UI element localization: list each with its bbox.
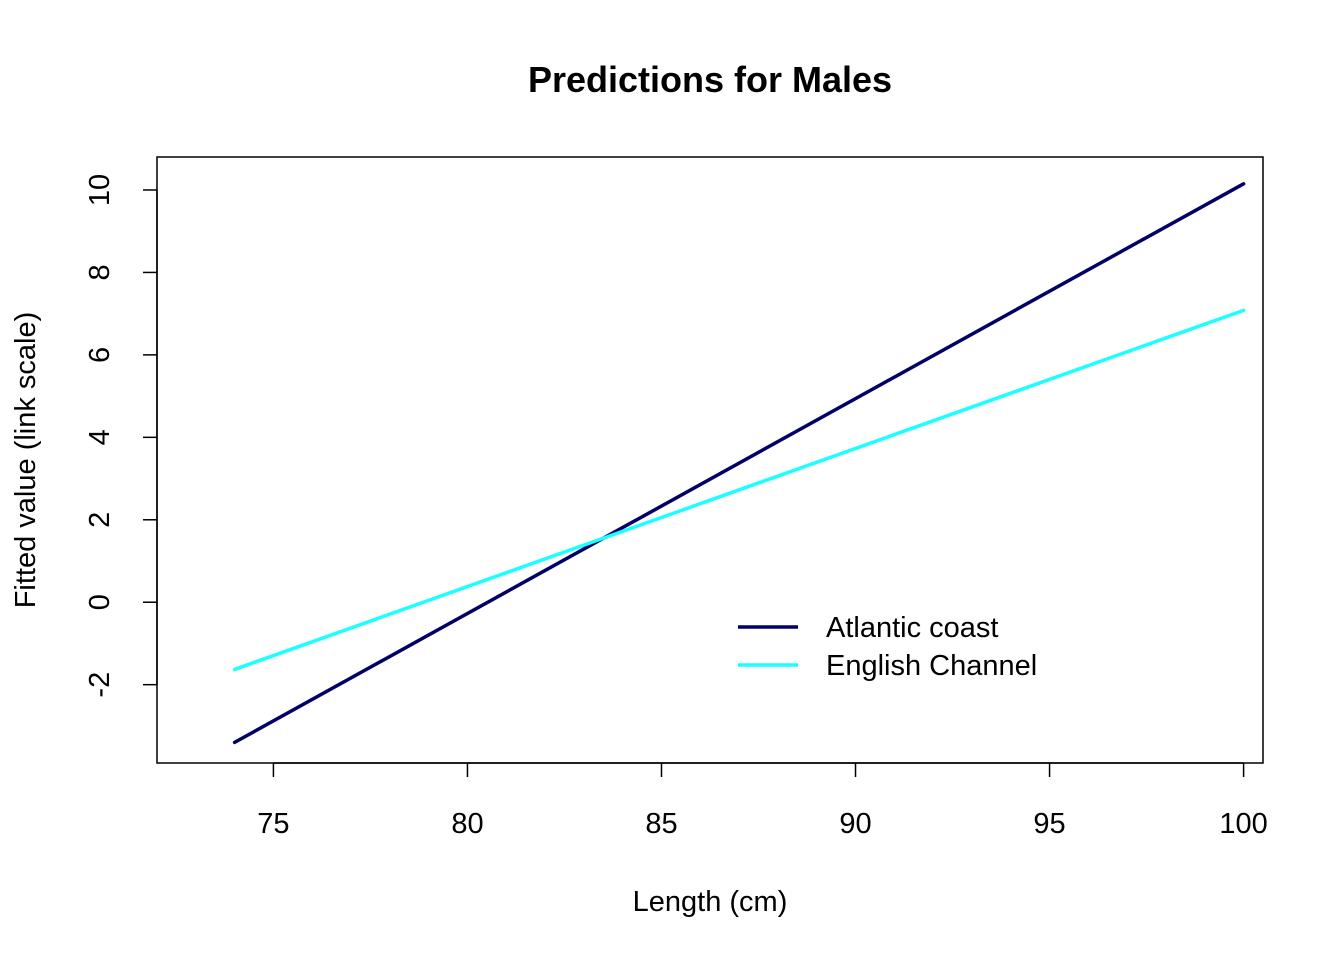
y-tick-label: 10: [84, 174, 116, 206]
y-axis: -2 0 2 4 6 8 10: [84, 174, 158, 698]
chart-title: Predictions for Males: [528, 59, 892, 100]
x-tick-label: 85: [645, 808, 677, 840]
x-tick-label: 75: [257, 808, 289, 840]
x-tick-label: 90: [839, 808, 871, 840]
y-tick-label: -2: [84, 672, 116, 698]
x-tick-label: 95: [1033, 808, 1065, 840]
series-line-1: [232, 308, 1246, 672]
x-tick-label: 100: [1219, 808, 1267, 840]
series-layer: [232, 182, 1246, 745]
series-line-0: [232, 182, 1246, 745]
y-tick-label: 8: [84, 264, 116, 280]
x-axis-label: Length (cm): [633, 886, 788, 918]
plot-frame: [156, 156, 1264, 764]
y-tick-label: 2: [84, 512, 116, 528]
y-tick-label: 6: [84, 347, 116, 363]
x-tick-label: 80: [451, 808, 483, 840]
y-tick-label: 4: [84, 429, 116, 445]
legend-label-0: Atlantic coast: [826, 612, 998, 644]
y-axis-label: Fitted value (link scale): [10, 312, 42, 609]
legend: Atlantic coast English Channel: [738, 612, 1037, 682]
legend-label-1: English Channel: [826, 650, 1037, 682]
y-tick-label: 0: [84, 594, 116, 610]
x-axis: 75 80 85 90 95 100: [257, 762, 1268, 840]
